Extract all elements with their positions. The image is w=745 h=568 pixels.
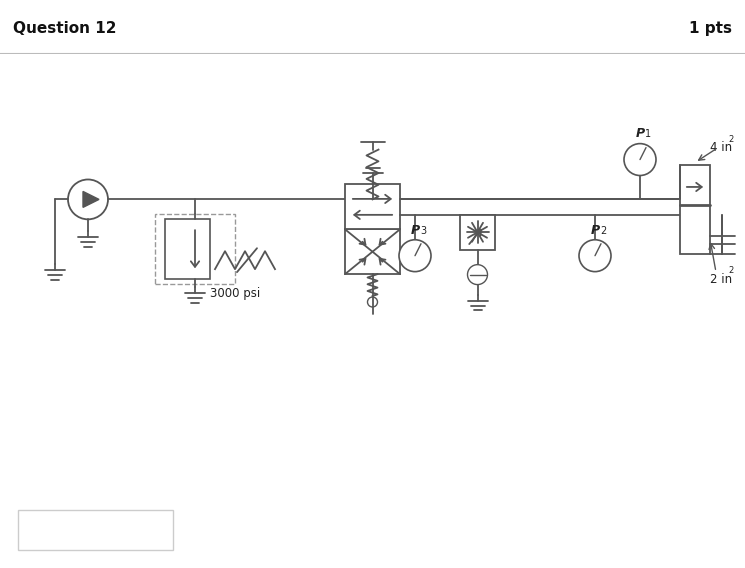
Circle shape — [399, 240, 431, 272]
Text: 1 pts: 1 pts — [688, 20, 732, 36]
Text: 3000 psi: 3000 psi — [210, 287, 260, 300]
Text: P: P — [411, 224, 420, 237]
Bar — [345, 185, 400, 229]
Text: 1: 1 — [645, 128, 651, 139]
Text: 4 in: 4 in — [710, 141, 732, 154]
Text: 2: 2 — [728, 266, 733, 275]
Circle shape — [68, 179, 108, 219]
Bar — [155, 214, 235, 284]
Bar — [18, 510, 173, 550]
Bar — [345, 229, 400, 274]
Text: Question 12: Question 12 — [13, 20, 117, 36]
Circle shape — [367, 297, 378, 307]
Circle shape — [579, 240, 611, 272]
Bar — [680, 165, 710, 254]
Text: P: P — [636, 127, 645, 140]
Text: 2: 2 — [728, 135, 733, 144]
Text: P: P — [591, 224, 600, 237]
Circle shape — [624, 144, 656, 176]
Bar — [165, 219, 210, 279]
Text: 2 in: 2 in — [710, 273, 732, 286]
Circle shape — [468, 265, 487, 285]
Text: 2: 2 — [600, 225, 606, 236]
Polygon shape — [83, 191, 99, 207]
Text: 3: 3 — [420, 225, 426, 236]
Bar — [460, 215, 495, 250]
